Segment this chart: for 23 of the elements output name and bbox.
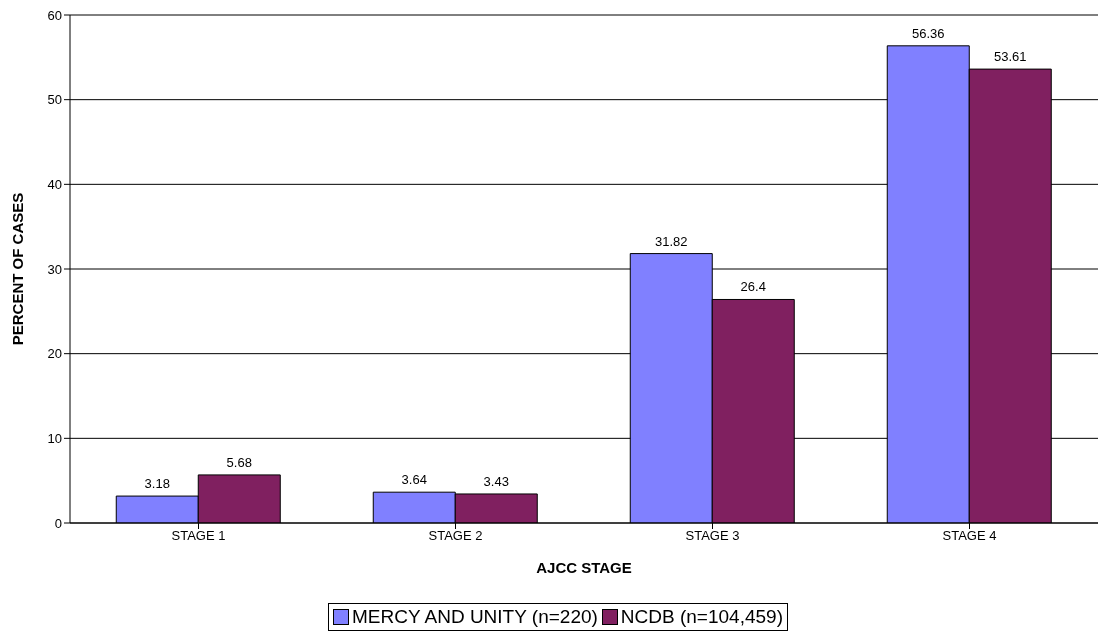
y-tick-label: 30 (47, 261, 62, 277)
data-label: 26.4 (740, 279, 766, 295)
data-label: 3.43 (483, 473, 509, 489)
y-tick-label: 20 (47, 346, 62, 362)
x-tick-label: STAGE 3 (685, 528, 740, 544)
data-label: 56.36 (911, 25, 945, 41)
x-tick-label: STAGE 1 (171, 528, 226, 544)
legend-label: NCDB (n=104,459) (619, 606, 783, 628)
x-axis-title: AJCC STAGE (536, 559, 632, 576)
y-tick-label: 60 (47, 7, 62, 23)
data-label: 3.64 (401, 472, 427, 488)
data-label: 5.68 (226, 454, 252, 470)
data-label: 53.61 (993, 49, 1027, 65)
x-tick-label: STAGE 4 (942, 528, 997, 544)
data-label: 3.18 (144, 476, 170, 492)
y-tick-label: 40 (47, 176, 62, 192)
y-axis-title: PERCENT OF CASES (9, 192, 27, 346)
data-label: 31.82 (654, 233, 688, 249)
y-tick-label: 10 (47, 430, 62, 446)
y-tick-label: 0 (54, 515, 62, 531)
y-tick-label: 50 (47, 92, 62, 108)
legend-label: MERCY AND UNITY (n=220) (351, 606, 598, 628)
x-tick-label: STAGE 2 (428, 528, 483, 544)
